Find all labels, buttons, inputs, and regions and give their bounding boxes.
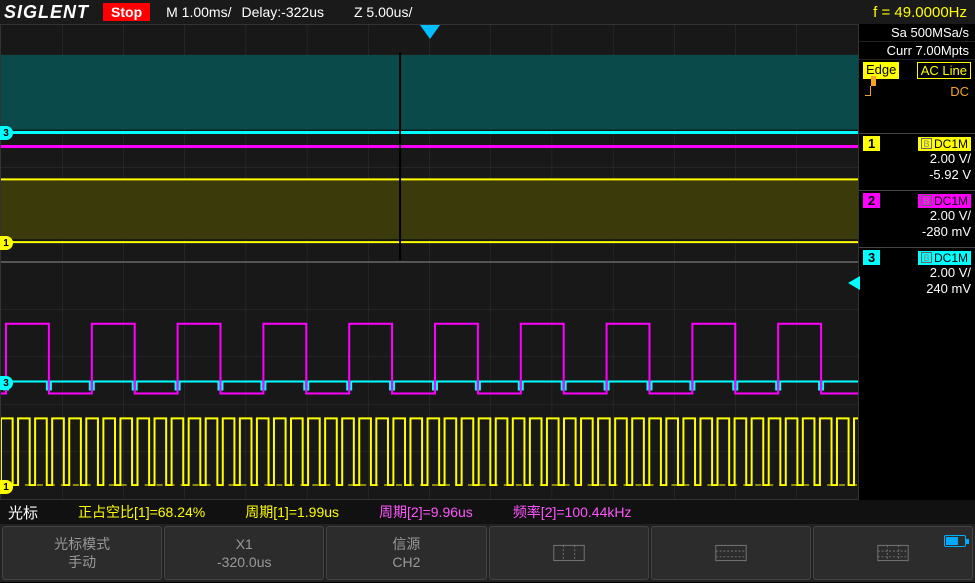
trigger-type-row[interactable]: Edge AC Line <box>859 60 975 81</box>
menu-x1-button[interactable]: X1 -320.0us <box>164 526 324 580</box>
channel-1-offset: -5.92 V <box>863 167 971 183</box>
menu-source-button[interactable]: 信源 CH2 <box>326 526 486 580</box>
channel-1-scale: 2.00 V/ <box>863 151 971 167</box>
menu-x-button[interactable] <box>489 526 649 580</box>
period-1: 周期[1]=1.99us <box>245 502 339 522</box>
channel-3-offset: 240 mV <box>863 281 971 297</box>
brand-logo: SIGLENT <box>4 2 89 23</box>
channel-2-block[interactable]: 2 BDC1M 2.00 V/ -280 mV <box>859 190 975 244</box>
xy-cursor-icon <box>874 541 912 565</box>
frequency-2: 频率[2]=100.44kHz <box>513 502 632 522</box>
top-bar: SIGLENT Stop M 1.00ms/ Delay:-322us Z 5.… <box>0 0 975 24</box>
channel-1-coupling: BDC1M <box>918 137 971 151</box>
waveform-svg <box>1 25 858 499</box>
trigger-coupling-label: DC <box>950 84 969 99</box>
channel-3-coupling: BDC1M <box>918 251 971 265</box>
zoom-readout: Z 5.00us/ <box>354 4 412 20</box>
menu-line2: 手动 <box>68 553 96 571</box>
menu-cursor-mode-button[interactable]: 光标模式 手动 <box>2 526 162 580</box>
trigger-slope-row[interactable]: DC <box>859 81 975 102</box>
trigger-source-label: AC Line <box>917 62 971 79</box>
memory-depth-readout: Curr 7.00Mpts <box>859 42 975 60</box>
channel-1-number: 1 <box>863 136 880 151</box>
battery-icon <box>944 535 966 547</box>
channel-3-block[interactable]: 3 BDC1M 2.00 V/ 240 mV <box>859 247 975 301</box>
cursor-title: 光标 <box>8 502 38 523</box>
channel-2-offset: -280 mV <box>863 224 971 240</box>
menu-line1: 光标模式 <box>54 535 110 553</box>
sample-rate-readout: Sa 500MSa/s <box>859 24 975 42</box>
menu-bar: 光标模式 手动 X1 -320.0us 信源 CH2 <box>0 524 975 582</box>
timebase-readout: M 1.00ms/ <box>166 4 231 20</box>
waveform-display[interactable]: 3 1 3 1 <box>0 24 859 500</box>
channel-3-scale: 2.00 V/ <box>863 265 971 281</box>
frequency-counter: f = 49.0000Hz <box>873 4 967 21</box>
channel-3-number: 3 <box>863 250 880 265</box>
channel-2-number: 2 <box>863 193 880 208</box>
delay-readout: Delay:-322us <box>241 4 324 20</box>
period-2: 周期[2]=9.96us <box>379 502 473 522</box>
measurement-bar: 光标 正占空比[1]=68.24% 周期[1]=1.99us 周期[2]=9.9… <box>0 500 975 524</box>
menu-line2: CH2 <box>392 553 420 571</box>
menu-line2: -320.0us <box>217 553 271 571</box>
menu-line1: X1 <box>236 535 253 553</box>
trigger-type-label: Edge <box>863 62 899 79</box>
channel-1-block[interactable]: 1 BDC1M 2.00 V/ -5.92 V <box>859 133 975 187</box>
trigger-level-arrow-icon[interactable] <box>848 276 860 290</box>
main-area: 3 1 3 1 Sa 500MSa/s Curr 7.00Mpts Edge A… <box>0 24 975 500</box>
channel-2-scale: 2.00 V/ <box>863 208 971 224</box>
duty-cycle-1: 正占空比[1]=68.24% <box>78 502 205 522</box>
run-status-badge[interactable]: Stop <box>103 3 150 21</box>
side-panel: Sa 500MSa/s Curr 7.00Mpts Edge AC Line D… <box>859 24 975 500</box>
menu-xy-button[interactable] <box>813 526 973 580</box>
channel-2-coupling: BDC1M <box>918 194 971 208</box>
rising-edge-icon <box>865 84 879 98</box>
menu-y-button[interactable] <box>651 526 811 580</box>
y-cursor-icon <box>712 541 750 565</box>
menu-line1: 信源 <box>392 535 420 553</box>
x-cursor-icon <box>550 541 588 565</box>
delay-marker-icon <box>420 25 440 39</box>
